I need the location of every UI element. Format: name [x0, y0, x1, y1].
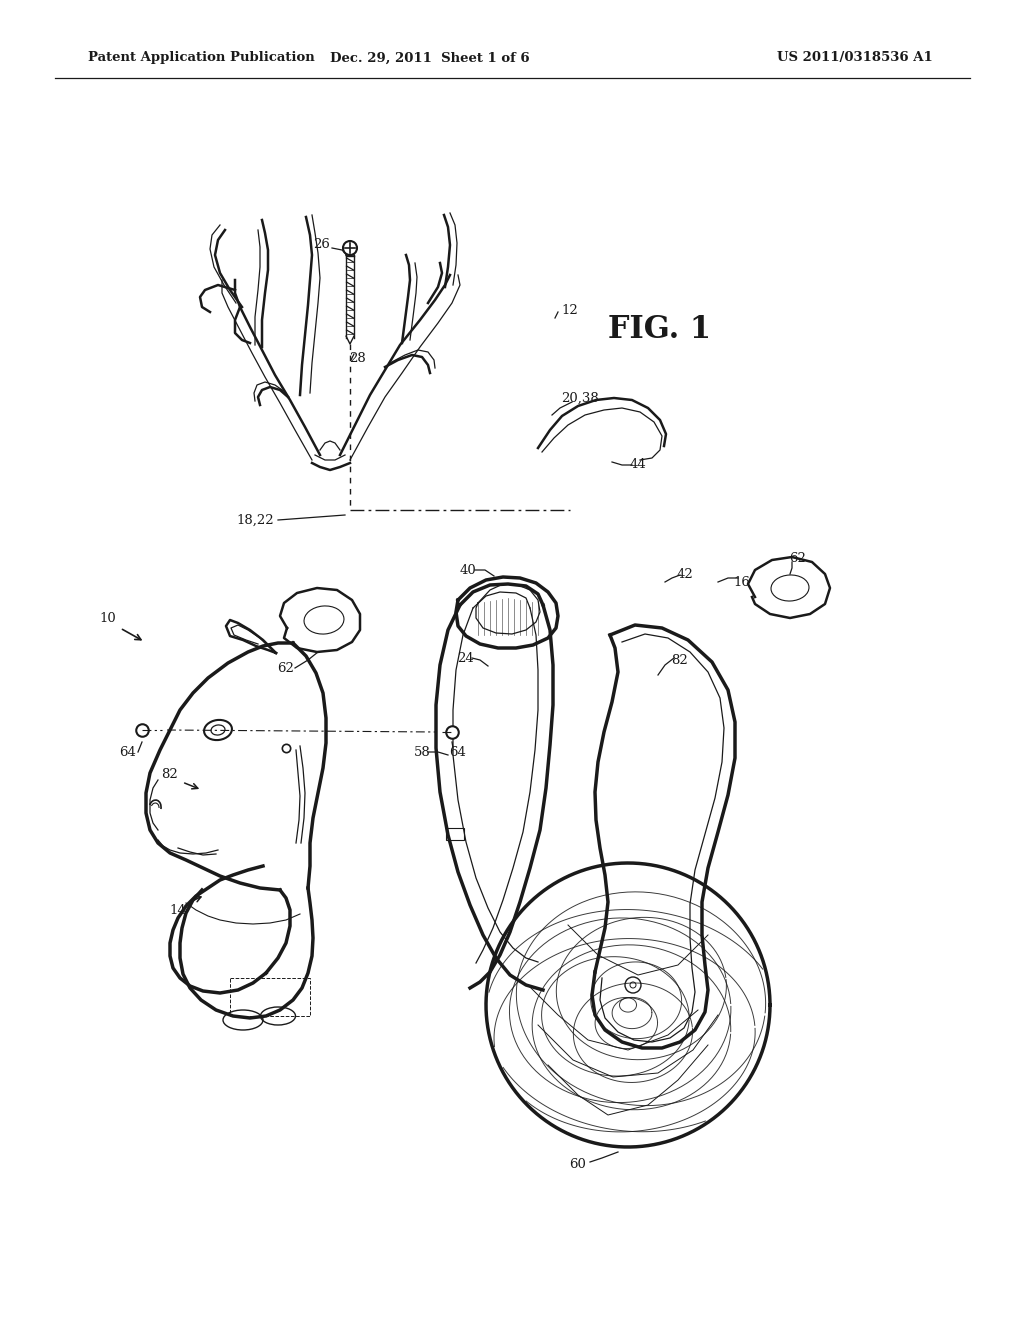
Text: 44: 44 — [630, 458, 646, 471]
Text: US 2011/0318536 A1: US 2011/0318536 A1 — [777, 51, 933, 65]
Text: 26: 26 — [313, 239, 331, 252]
Text: 12: 12 — [561, 304, 579, 317]
Text: Patent Application Publication: Patent Application Publication — [88, 51, 314, 65]
Text: 62: 62 — [790, 552, 807, 565]
Text: 62: 62 — [278, 661, 295, 675]
Text: 82: 82 — [672, 653, 688, 667]
Text: 16: 16 — [733, 576, 751, 589]
Bar — [446, 828, 464, 840]
Text: 28: 28 — [349, 351, 367, 364]
Text: 64: 64 — [120, 746, 136, 759]
Text: 10: 10 — [99, 611, 117, 624]
Text: FIG. 1: FIG. 1 — [608, 314, 712, 346]
Text: 64: 64 — [450, 746, 467, 759]
Text: 40: 40 — [460, 564, 476, 577]
Text: 60: 60 — [569, 1159, 587, 1172]
Text: Dec. 29, 2011  Sheet 1 of 6: Dec. 29, 2011 Sheet 1 of 6 — [330, 51, 529, 65]
Bar — [230, 978, 310, 1016]
Text: 14: 14 — [170, 903, 186, 916]
Text: 42: 42 — [677, 569, 693, 582]
Text: 20,38: 20,38 — [561, 392, 599, 404]
Text: 18,22: 18,22 — [237, 513, 273, 527]
Text: 58: 58 — [414, 746, 430, 759]
Text: 24: 24 — [457, 652, 473, 664]
Text: 82: 82 — [162, 768, 178, 781]
